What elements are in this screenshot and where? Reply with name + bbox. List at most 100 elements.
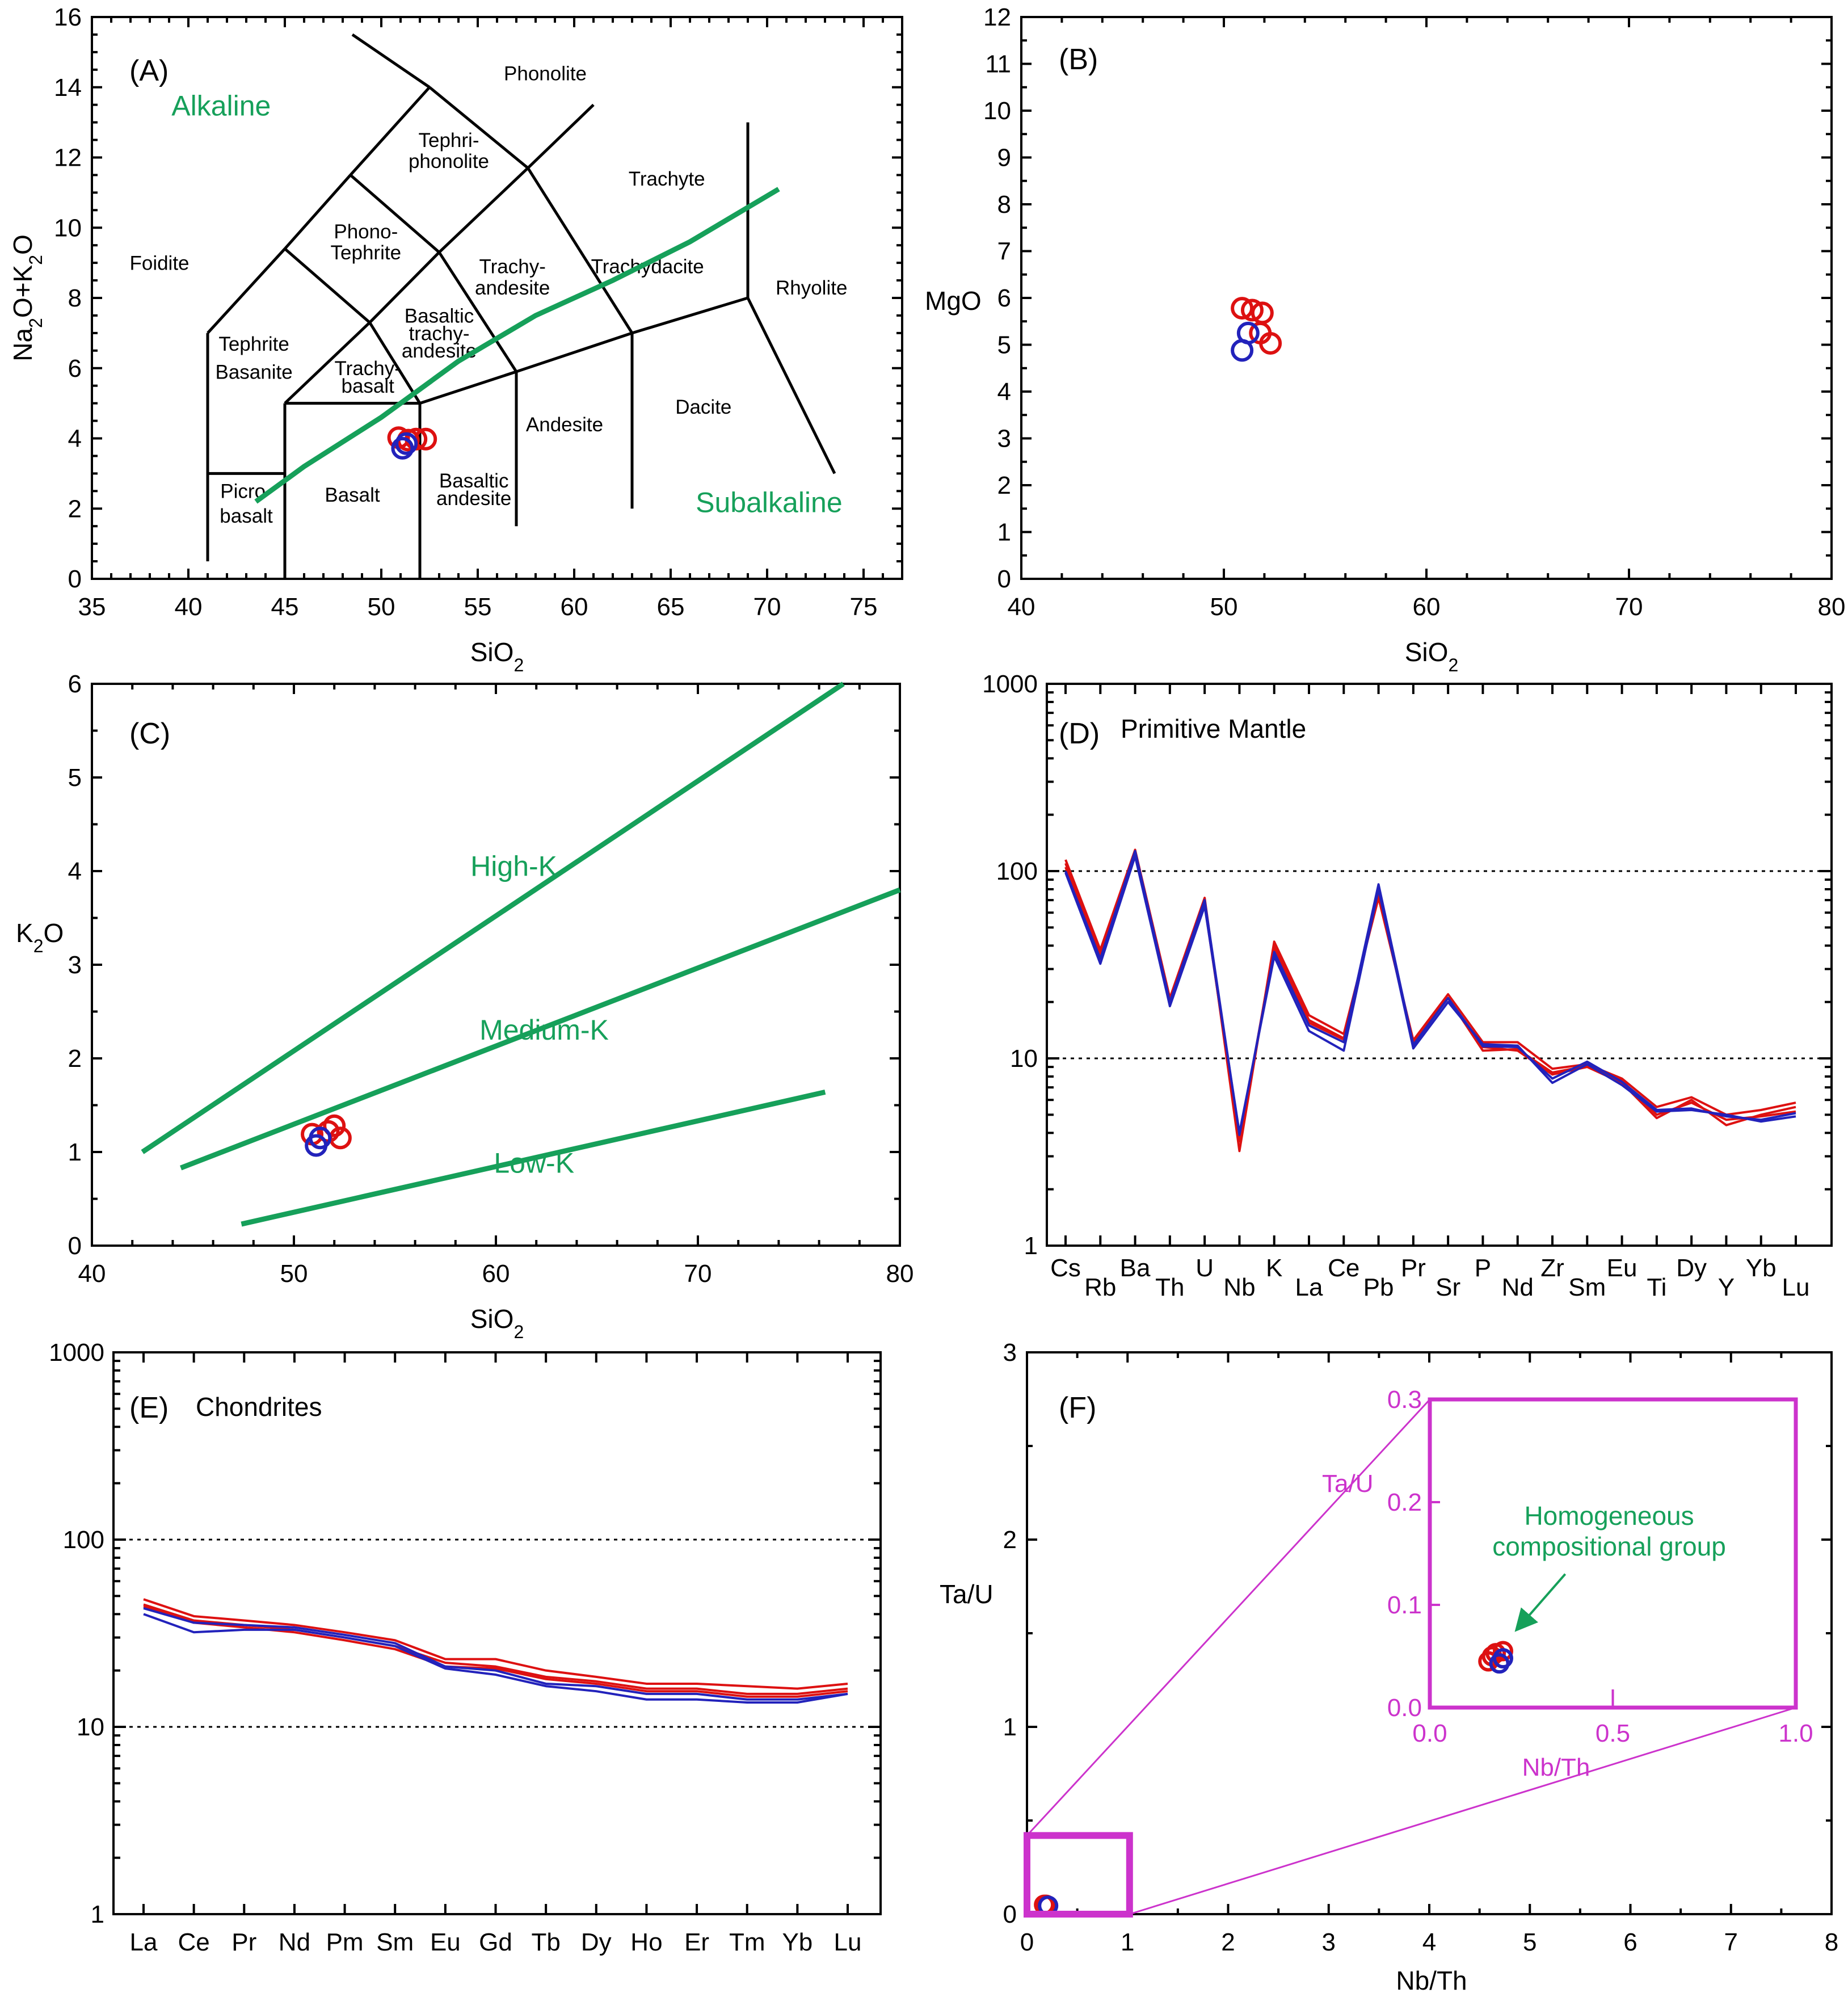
zoom-connector-line	[1026, 1398, 1431, 1836]
panel-e-xtick-label: Tm	[729, 1928, 765, 1956]
panel-f-ytick-label: 3	[1003, 1339, 1017, 1367]
panel-b-ytick-label: 12	[983, 3, 1011, 31]
panel-a-label: (A)	[129, 54, 169, 87]
panel-c-label: (C)	[129, 717, 170, 750]
panel-c-marks: High-K Medium-K Low-K	[141, 682, 901, 1227]
low-k-label: Low-K	[494, 1147, 574, 1179]
panel-d-xtick-label: Th	[1155, 1273, 1184, 1301]
inset-xlabel: Nb/Th	[1522, 1754, 1590, 1781]
inset-ytick-label: 0.0	[1387, 1694, 1422, 1722]
k-series-boundary-line	[180, 887, 901, 1171]
panel-d-xtick-label: Lu	[1782, 1273, 1810, 1301]
tas-field-boundaries	[206, 33, 836, 579]
panel-d-xtick-label: Pr	[1401, 1254, 1426, 1282]
panel-d-title: Primitive Mantle	[1121, 714, 1306, 743]
zoom-region-box	[1024, 1832, 1133, 1918]
panel-d-xtick-label: Sr	[1436, 1273, 1460, 1301]
panel-a-ytick-label: 8	[68, 284, 82, 312]
panel-d-xtick-label: Dy	[1676, 1254, 1707, 1282]
panel-d-xtick-label: Ti	[1647, 1273, 1666, 1301]
panel-d-xtick-label: Eu	[1607, 1254, 1637, 1282]
panel-a-ytick-label: 0	[68, 565, 82, 593]
panel-f-xtick-label: 2	[1221, 1928, 1235, 1956]
panel-b-ytick-label: 9	[997, 144, 1011, 172]
panel-a-blue-point-0	[391, 436, 414, 460]
tas-boundary-line	[368, 251, 440, 324]
panel-c-ytick-label: 0	[68, 1232, 82, 1260]
panel-e-xtick-label: Nd	[279, 1928, 310, 1956]
tas-boundary-line	[351, 33, 431, 89]
panel-a-xtick-label: 40	[175, 593, 203, 621]
tas-field-label: Basaltic	[405, 305, 474, 327]
panel-a-xtick-label: 45	[271, 593, 299, 621]
tas-field-label: phonolite	[409, 150, 489, 173]
panel-d-xtick-label: Cs	[1050, 1254, 1081, 1282]
panel-d-series-blue-2	[1064, 855, 1796, 1134]
panel-d-xtick-label: K	[1266, 1254, 1282, 1282]
panel-c-axes: 40 50 60 70 80 0 1 2 3 4 5 6	[68, 670, 914, 1288]
panel-a-xtick-label: 75	[850, 593, 878, 621]
tas-boundary-line	[419, 370, 517, 405]
inset-annotation-line1: Homogeneous	[1524, 1501, 1694, 1531]
panel-d-xtick-label: Ba	[1120, 1254, 1151, 1282]
panel-e-xtick-label: Pm	[326, 1928, 364, 1956]
tas-boundary-line	[516, 331, 633, 373]
inset-xtick-label: 1.0	[1778, 1719, 1813, 1747]
panel-e-xtick-label: Ho	[630, 1928, 662, 1956]
medium-k-label: Medium-K	[479, 1014, 609, 1046]
panel-a-blue-point-1	[395, 432, 418, 455]
panel-e-marks	[143, 1598, 848, 1704]
tas-boundary-line	[746, 297, 836, 474]
panel-e-spider-chondrites: 1 10 100 1000 La Ce Pr Nd Pm Sm Eu Gd Tb Dy Ho Er Tm Yb Lu…	[49, 1339, 882, 1956]
panel-d-label: (D)	[1059, 717, 1100, 750]
tas-boundary-line	[284, 174, 352, 250]
panel-c-ytick-label: 5	[68, 764, 82, 792]
tas-field-label: Rhyolite	[776, 277, 847, 299]
tas-field-label: Trachydacite	[591, 256, 704, 278]
panel-d-xtick-label: Yb	[1746, 1254, 1777, 1282]
panel-e-title: Chondrites	[196, 1392, 322, 1422]
panel-f-ylabel: Ta/U	[940, 1579, 994, 1609]
panel-b-ytick-label: 0	[997, 565, 1011, 593]
tas-boundary-line	[207, 247, 286, 334]
panel-b-ytick-label: 2	[997, 472, 1011, 499]
panel-d-xtick-label: La	[1295, 1273, 1323, 1301]
tas-field-label: basalt	[220, 505, 273, 527]
panel-e-series-red-2	[143, 1603, 848, 1695]
panel-c-xtick-label: 50	[280, 1260, 308, 1288]
inset-ytick-label: 0.2	[1387, 1489, 1422, 1516]
tas-field-label: Picro-	[220, 481, 272, 503]
inset-ytick-label: 0.3	[1387, 1386, 1422, 1414]
panel-e-series-red-1	[143, 1598, 848, 1690]
tas-field-label: Trachy-	[335, 358, 401, 380]
panel-c-ylabel: K2O	[16, 918, 64, 956]
panel-d-ytick-label: 1	[1024, 1232, 1038, 1260]
panel-a-ytick-label: 10	[54, 214, 82, 242]
panel-f-xtick-label: 5	[1523, 1928, 1537, 1956]
zoom-connector-line	[1129, 1706, 1796, 1915]
panel-f-xtick-label: 0	[1020, 1928, 1034, 1956]
panel-a-ytick-label: 6	[68, 355, 82, 382]
panel-c-ytick-label: 3	[68, 951, 82, 979]
subalkaline-label: Subalkaline	[696, 486, 843, 518]
tas-field-label: andesite	[436, 487, 511, 510]
panel-a-xtick-label: 70	[753, 593, 781, 621]
tas-field-label: Basaltic	[439, 470, 509, 492]
k-series-boundary-line	[141, 682, 845, 1154]
tas-field-label: Tephrite	[218, 333, 289, 355]
inset-xtick-label: 0.5	[1596, 1719, 1630, 1747]
panel-e-xtick-label: Pr	[231, 1928, 256, 1956]
panel-c-blue-point-1	[309, 1126, 332, 1150]
panel-e-xtick-label: Tb	[531, 1928, 560, 1956]
tas-field-label: Trachy-	[479, 256, 546, 278]
tas-boundary-line	[349, 174, 440, 254]
panel-e-axes: 1 10 100 1000 La Ce Pr Nd Pm Sm Eu Gd Tb Dy Ho Er Tm Yb Lu	[49, 1339, 881, 1956]
panel-b-ytick-label: 4	[997, 378, 1011, 406]
panel-d-xtick-label: U	[1195, 1254, 1214, 1282]
panel-e-series-blue-2	[143, 1613, 848, 1704]
panel-b-blue-point-1	[1231, 339, 1254, 362]
tas-boundary-line	[349, 86, 431, 176]
panel-a-xtick-label: 65	[657, 593, 685, 621]
